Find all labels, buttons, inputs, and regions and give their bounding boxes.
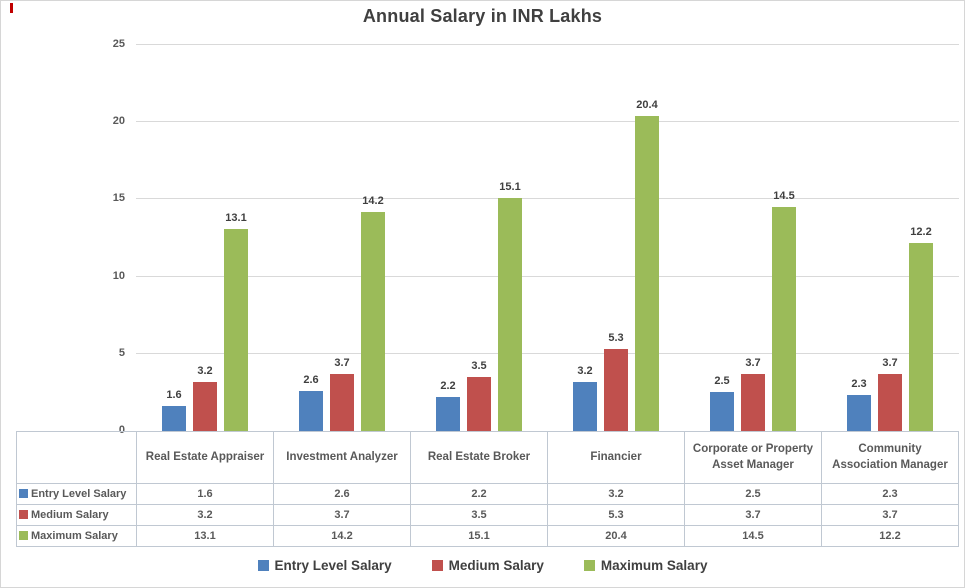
value-cell: 3.5 — [410, 504, 548, 526]
legend-key-icon — [257, 559, 269, 571]
bar — [193, 382, 217, 431]
bar — [361, 212, 385, 431]
chart-title: Annual Salary in INR Lakhs — [362, 6, 603, 26]
bar-value-label: 13.1 — [225, 212, 247, 224]
bar-value-label: 3.7 — [334, 357, 350, 369]
table-corner-cell — [16, 431, 137, 484]
category-header-cell: Real Estate Broker — [410, 431, 548, 484]
series-key-icon — [19, 531, 28, 540]
legend-item: Medium Salary — [431, 557, 544, 573]
gridline — [136, 198, 959, 200]
bar — [224, 229, 248, 431]
bar — [710, 392, 734, 431]
series-label-cell: Medium Salary — [16, 504, 137, 526]
legend: Entry Level Salary Medium Salary Maximum S… — [1, 552, 964, 578]
legend-item: Maximum Salary — [583, 557, 708, 573]
y-axis-tick-label: 0 — [118, 424, 125, 436]
y-axis-tick-label: 10 — [112, 269, 125, 282]
bar — [604, 349, 628, 431]
bar-value-label: 14.5 — [773, 190, 795, 202]
bar — [436, 397, 460, 431]
bar — [741, 374, 765, 431]
bar — [330, 374, 354, 431]
value-cell: 2.2 — [410, 483, 548, 505]
legend-key-icon — [583, 559, 595, 571]
gridline — [136, 352, 959, 354]
value-cell: 13.1 — [136, 525, 274, 547]
gridline — [136, 44, 959, 45]
value-cell: 14.5 — [684, 525, 822, 547]
value-cell: 20.4 — [547, 525, 685, 547]
series-label-cell: Maximum Salary — [16, 525, 137, 547]
value-cell: 3.7 — [273, 504, 411, 526]
y-axis-tick-label: 20 — [112, 115, 125, 128]
category-header-cell: Real Estate Appraiser — [136, 431, 274, 484]
bar-value-label: 2.6 — [303, 374, 319, 386]
legend-item: Entry Level Salary — [257, 557, 392, 573]
y-axis-tick-label: 25 — [112, 38, 125, 50]
bar — [847, 395, 871, 431]
series-key-icon — [19, 510, 28, 519]
bar — [498, 198, 522, 431]
bar-value-label: 2.2 — [440, 380, 456, 392]
bar-value-label: 2.3 — [851, 378, 867, 390]
legend-label: Maximum Salary — [600, 557, 708, 573]
legend-label: Entry Level Salary — [274, 557, 392, 573]
legend-label: Medium Salary — [448, 557, 544, 573]
value-cell: 3.2 — [547, 483, 685, 505]
bar — [299, 391, 323, 431]
value-cell: 3.7 — [684, 504, 822, 526]
bar-value-label: 3.2 — [577, 365, 593, 377]
bar-value-label: 5.3 — [608, 332, 624, 344]
legend-key-icon — [431, 559, 443, 571]
chart-data-table: Real Estate Appraiser Investment Analyzer… — [16, 431, 959, 547]
category-header-cell: Community Association Manager — [821, 431, 959, 484]
category-header-cell: Corporate or Property Asset Manager — [684, 431, 822, 484]
bar-value-label: 3.2 — [197, 365, 213, 377]
bar — [573, 382, 597, 431]
bar-value-label: 14.2 — [362, 195, 384, 207]
bar-value-label: 20.4 — [636, 99, 658, 111]
bar — [162, 406, 186, 431]
value-cell: 15.1 — [410, 525, 548, 547]
value-cell: 5.3 — [547, 504, 685, 526]
gridline — [136, 121, 959, 123]
bar-value-label: 3.5 — [471, 360, 487, 372]
value-cell: 3.2 — [136, 504, 274, 526]
series-key-icon — [19, 489, 28, 498]
bar — [909, 243, 933, 431]
bar-value-label: 3.7 — [882, 357, 898, 369]
bar — [635, 116, 659, 431]
bar — [467, 377, 491, 431]
bar-value-label: 2.5 — [714, 375, 730, 387]
y-axis-tick-label: 15 — [112, 192, 125, 205]
bar-value-label: 12.2 — [910, 226, 932, 238]
red-marker-icon — [10, 3, 13, 13]
bar-value-label: 3.7 — [745, 357, 761, 369]
series-label-cell: Entry Level Salary — [16, 483, 137, 505]
value-cell: 1.6 — [136, 483, 274, 505]
category-header-cell: Financier — [547, 431, 685, 484]
value-cell: 3.7 — [821, 504, 959, 526]
y-axis-tick-label: 5 — [118, 346, 125, 359]
bar — [878, 374, 902, 431]
bar — [772, 207, 796, 431]
gridline — [136, 275, 959, 277]
value-cell: 2.3 — [821, 483, 959, 505]
bar-value-label: 1.6 — [166, 389, 182, 401]
bar-value-label: 15.1 — [499, 181, 521, 193]
value-cell: 14.2 — [273, 525, 411, 547]
value-cell: 12.2 — [821, 525, 959, 547]
category-header-cell: Investment Analyzer — [273, 431, 411, 484]
value-cell: 2.6 — [273, 483, 411, 505]
value-cell: 2.5 — [684, 483, 822, 505]
